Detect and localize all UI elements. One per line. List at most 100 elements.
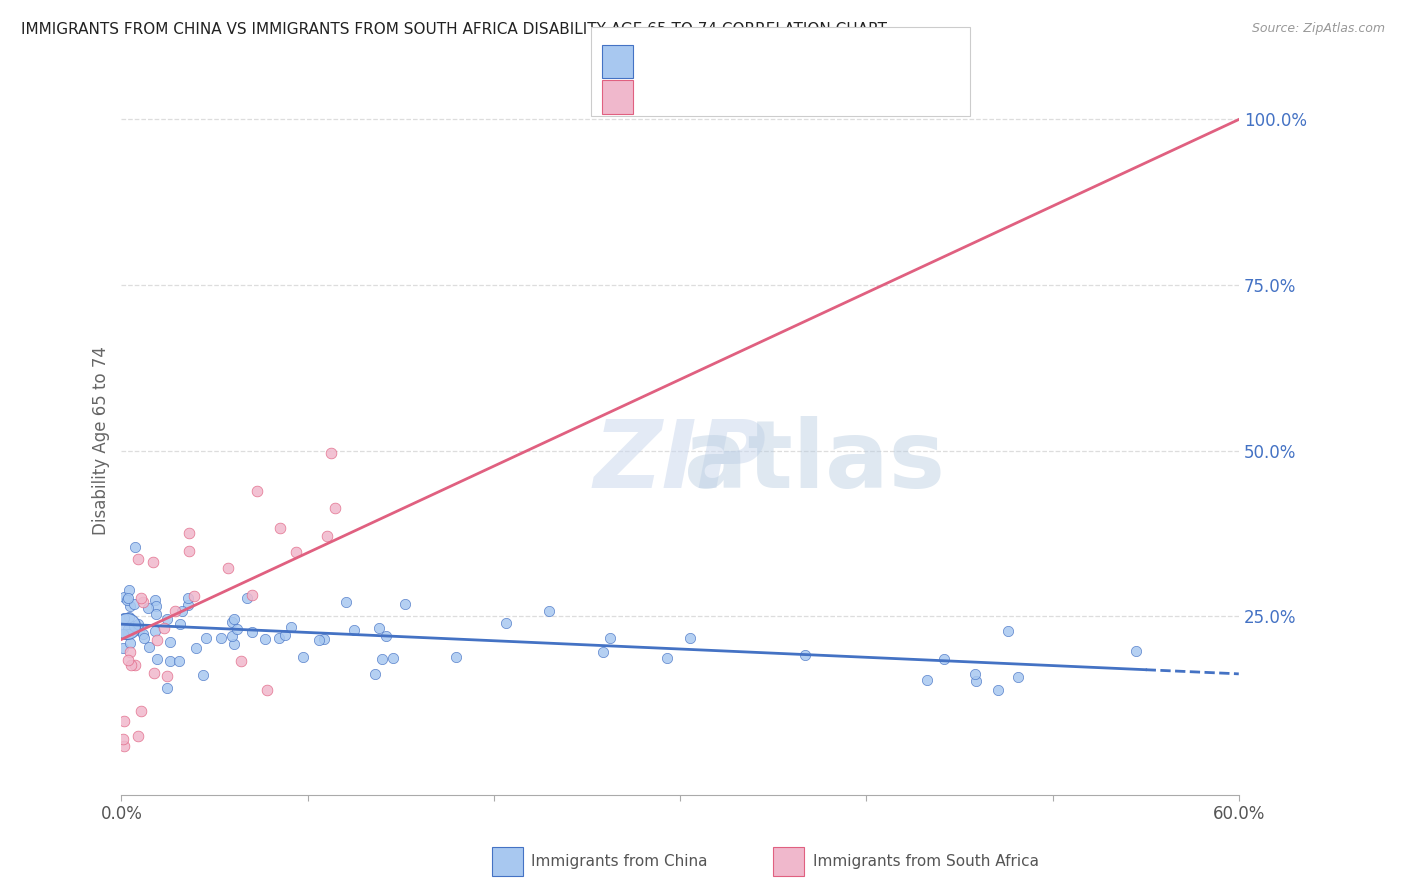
Point	[179, 544, 201, 558]
Point	[146, 633, 169, 648]
Point	[134, 631, 156, 645]
Point	[159, 654, 181, 668]
Point	[124, 540, 146, 554]
Point	[120, 599, 142, 614]
Point	[267, 631, 290, 645]
Point	[117, 653, 139, 667]
Point	[217, 560, 239, 574]
Point	[183, 589, 205, 603]
Text: R =: R =	[644, 88, 681, 106]
Point	[120, 645, 142, 659]
Point	[127, 729, 149, 743]
Point	[136, 601, 159, 615]
Point	[152, 621, 174, 635]
Text: atlas: atlas	[683, 416, 945, 508]
Point	[367, 621, 389, 635]
Point	[269, 521, 291, 535]
Point	[156, 612, 179, 626]
Point	[112, 714, 135, 729]
Point	[112, 732, 135, 747]
Point	[997, 624, 1019, 639]
Point	[209, 631, 232, 645]
Point	[167, 654, 190, 668]
Point	[240, 624, 263, 639]
Point	[117, 622, 139, 636]
Point	[172, 604, 194, 618]
Text: N =: N =	[778, 53, 814, 70]
Point	[169, 617, 191, 632]
Point	[917, 673, 939, 688]
Point	[495, 616, 517, 631]
Point	[156, 681, 179, 695]
Point	[371, 652, 394, 666]
Text: ZIP: ZIP	[593, 416, 766, 508]
Point	[186, 641, 208, 656]
Point	[124, 597, 146, 611]
Point	[122, 619, 145, 633]
Point	[273, 628, 295, 642]
Point	[177, 526, 200, 541]
Text: Source: ZipAtlas.com: Source: ZipAtlas.com	[1251, 22, 1385, 36]
Point	[246, 483, 269, 498]
Point	[129, 704, 152, 718]
Point	[240, 588, 263, 602]
Point	[142, 556, 165, 570]
Point	[112, 641, 135, 656]
Text: -0.360: -0.360	[682, 53, 735, 70]
Point	[794, 648, 817, 662]
Point	[143, 624, 166, 638]
Point	[343, 624, 366, 638]
Text: 31: 31	[815, 88, 837, 106]
Point	[124, 658, 146, 673]
Text: 77: 77	[815, 53, 837, 70]
Point	[394, 597, 416, 611]
Text: Immigrants from China: Immigrants from China	[531, 855, 709, 869]
Point	[165, 604, 187, 618]
Point	[314, 632, 336, 647]
Point	[599, 631, 621, 645]
Point	[292, 650, 315, 665]
Point	[446, 650, 468, 665]
Point	[679, 632, 702, 646]
Point	[117, 591, 139, 605]
Point	[177, 591, 200, 605]
Point	[932, 652, 955, 666]
Point	[117, 627, 139, 641]
Point	[115, 593, 138, 607]
Point	[112, 627, 135, 641]
Point	[308, 632, 330, 647]
Point	[112, 611, 135, 625]
Point	[118, 582, 141, 597]
Point	[254, 632, 277, 646]
Point	[323, 501, 346, 516]
Point	[655, 651, 678, 665]
Point	[143, 665, 166, 680]
Point	[256, 682, 278, 697]
Point	[138, 640, 160, 654]
Text: R =: R =	[644, 53, 681, 70]
Y-axis label: Disability Age 65 to 74: Disability Age 65 to 74	[93, 346, 110, 535]
Point	[965, 673, 987, 688]
Point	[285, 544, 308, 558]
Point	[112, 739, 135, 754]
Point	[127, 617, 149, 632]
Point	[159, 634, 181, 648]
Point	[1125, 644, 1147, 658]
Point	[226, 622, 249, 636]
Point	[316, 529, 339, 543]
Point	[132, 594, 155, 608]
Point	[321, 446, 343, 460]
Point	[120, 657, 142, 672]
Point	[156, 669, 179, 683]
Point	[222, 637, 245, 651]
Point	[221, 615, 243, 629]
Point	[118, 636, 141, 650]
Point	[145, 599, 167, 614]
Point	[145, 593, 167, 607]
Point	[221, 629, 243, 643]
Point	[987, 682, 1010, 697]
Point	[128, 623, 150, 637]
Text: 0.780: 0.780	[682, 88, 734, 106]
Point	[115, 619, 138, 633]
Text: IMMIGRANTS FROM CHINA VS IMMIGRANTS FROM SOUTH AFRICA DISABILITY AGE 65 TO 74 CO: IMMIGRANTS FROM CHINA VS IMMIGRANTS FROM…	[21, 22, 887, 37]
